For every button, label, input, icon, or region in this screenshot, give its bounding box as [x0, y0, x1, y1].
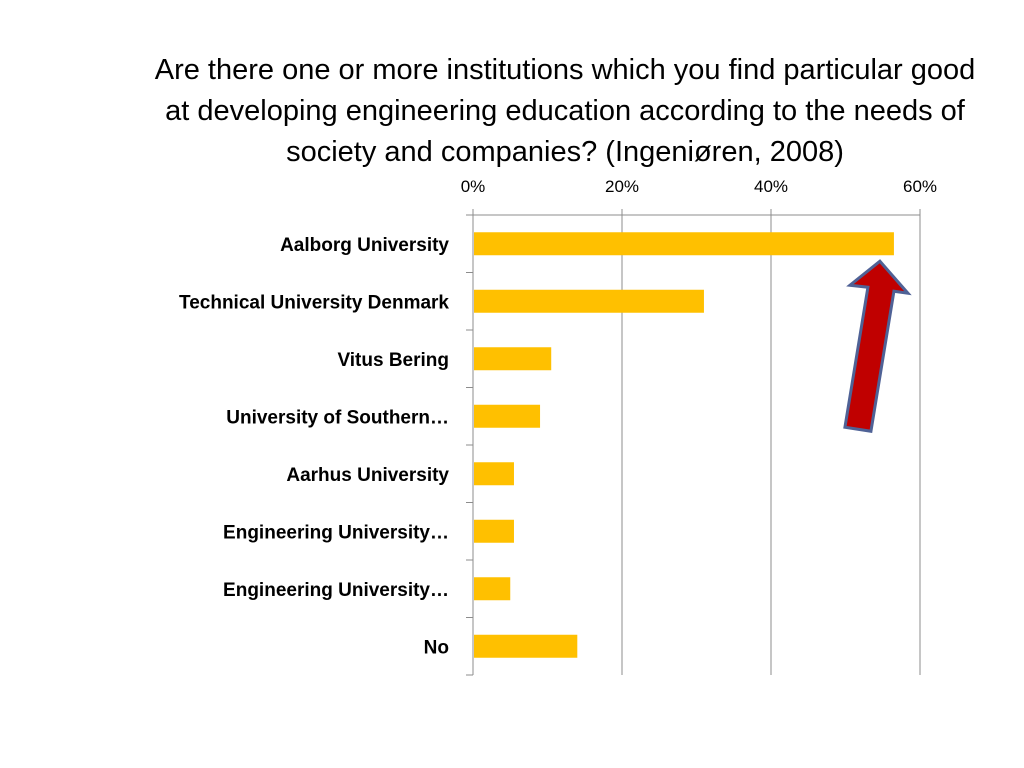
bar — [474, 404, 541, 428]
bar — [474, 462, 514, 486]
x-tick-label: 60% — [903, 177, 937, 196]
axes — [466, 209, 921, 676]
chart-title: Are there one or more institutions which… — [154, 54, 976, 168]
bar — [474, 232, 894, 256]
category-label: University of Southern… — [226, 407, 449, 428]
arrow-shape — [843, 259, 912, 433]
category-label: Aalborg University — [280, 235, 449, 256]
bar — [474, 289, 704, 313]
x-tick-label: 0% — [461, 177, 486, 196]
category-label: Vitus Bering — [337, 350, 449, 371]
bar — [474, 347, 552, 371]
category-label: Technical University Denmark — [179, 292, 449, 313]
category-label: No — [424, 637, 449, 658]
bar — [474, 519, 514, 543]
gridlines — [621, 210, 921, 675]
category-label: Aarhus University — [286, 465, 449, 486]
bar — [474, 634, 578, 658]
bars — [474, 232, 894, 658]
category-label: Engineering University… — [223, 580, 449, 601]
labels: 0% 20% 40% 60% Aalborg University Technical U… — [179, 177, 937, 658]
bar — [474, 577, 511, 601]
x-tick-label: 20% — [605, 177, 639, 196]
category-label: Engineering University… — [223, 522, 449, 543]
x-tick-label: 40% — [754, 177, 788, 196]
annotation-arrow — [843, 259, 912, 433]
